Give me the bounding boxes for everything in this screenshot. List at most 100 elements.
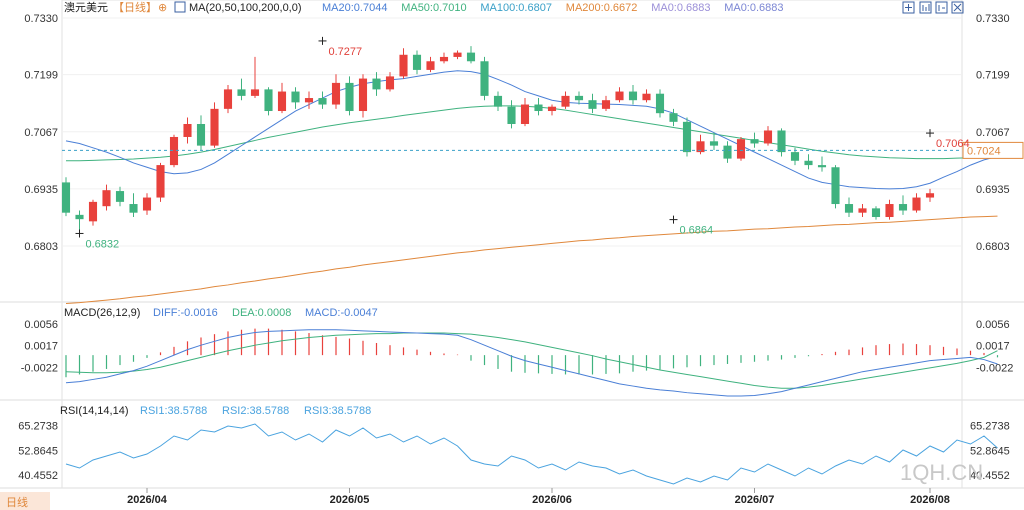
candle-body [250,89,260,96]
candle-body [237,89,246,96]
compare-icon[interactable] [935,1,948,14]
annotation-label-3: 0.7064 [936,138,970,150]
ma-label: MA(20,50,100,200,0,0) [189,2,302,14]
annotation-label-1: 0.6832 [86,238,120,250]
candle-body [345,82,354,112]
price-tick-right: 0.6935 [976,184,1010,196]
ma-value-2: MA100:0.6807 [480,2,552,14]
candle-body [831,167,840,205]
candle [831,165,840,209]
candle-body [61,182,71,213]
candle-body [817,165,827,168]
candle [277,82,287,114]
candle [439,52,449,64]
annotation-label-2: 0.6864 [680,225,714,237]
candle [304,91,314,109]
settings-icon[interactable]: ⊕ [158,2,167,14]
macd-dea-value: DEA:0.0008 [232,307,291,319]
candle [169,134,179,168]
current-price-value: 0.7024 [967,145,1001,157]
candle-body [898,204,908,211]
rsi-line [65,423,998,485]
ma20-line [65,70,998,190]
candles [61,46,935,234]
candle [385,72,395,92]
x-tick-label: 2026/07 [735,494,775,506]
ma-indicator-icon[interactable] [174,1,186,13]
macd-value: MACD:-0.0047 [305,307,378,319]
candle-body [426,61,435,70]
candle-body [588,100,597,109]
candle [750,132,759,148]
ma-value-1: MA50:0.7010 [401,2,466,14]
candle-body [628,91,638,101]
footer-tab-bg[interactable] [0,492,50,510]
macd-axis: 0.0056 0.0056 0.0017 0.0017 -0.0022 -0.0022 [21,319,1014,374]
candle [372,72,381,96]
expand-icon[interactable] [902,1,915,14]
candle-body [493,95,503,107]
candle-body [156,165,165,198]
rsi-axis: 65.2738 65.2738 52.8645 52.8645 40.4552 40.45… [18,420,1010,482]
candle-body [858,208,867,213]
candle [534,98,543,116]
candle [480,56,489,101]
macd-diff-value: DIFF:-0.0016 [153,307,218,319]
candle [628,85,638,105]
candle [358,74,368,118]
candle [88,199,98,226]
rsi2-value: RSI2:38.5788 [222,405,289,417]
candle [318,91,327,109]
candle-body [102,190,111,207]
candle-body [574,95,584,101]
candle-body [183,123,192,137]
candle-body [399,54,408,77]
candle [709,132,719,150]
price-panel-frame [61,0,963,303]
rsi-tick-right: 40.4552 [970,470,1010,482]
candle [331,74,341,109]
candle [588,93,597,114]
candle [547,104,557,116]
candle-body [642,93,651,101]
symbol-title: 澳元美元 [64,1,108,14]
macd-diff-line [65,329,998,397]
ma-value-4: MA0:0.6883 [651,2,710,14]
candle-body [480,61,489,96]
candle [925,188,935,202]
candle-body [439,56,449,62]
watermark: 1QH.CN [900,460,983,485]
price-tick-left: 0.6803 [24,241,58,253]
price-tick-right: 0.7330 [976,13,1010,25]
candle [601,95,611,112]
candle-body [358,78,368,112]
current-price-line: 0.7024 [62,141,1024,159]
current-price-tag [962,141,1024,159]
candle-body [696,141,705,153]
footer-period-tab[interactable]: 日线 [6,495,28,509]
candle-body [763,130,773,144]
candle [250,56,260,99]
rsi-tick-left: 52.8645 [18,445,58,457]
rsi-tick-right: 52.8645 [970,445,1010,457]
rsi-tick-right: 65.2738 [970,420,1010,432]
candle-body [196,123,206,146]
ma-value-5: MA0:0.6883 [724,2,783,14]
macd-tick-right: -0.0022 [976,362,1013,374]
candle-body [723,145,732,159]
ma-value-0: MA20:0.7044 [322,2,387,14]
x-tick-label: 2026/04 [127,494,168,506]
period-label[interactable]: 【日线】 [113,0,157,14]
close-icon[interactable] [951,1,964,14]
candle [574,91,584,105]
candle-body [885,204,894,218]
indicator-icon[interactable] [919,1,932,14]
candle-body [129,204,138,213]
candle [723,141,732,163]
macd-tick-left: -0.0022 [21,362,58,374]
price-axis: 0.7330 0.7330 0.7199 0.7199 0.7067 0.7067 0.69… [24,13,1009,253]
macd-panel [65,328,999,397]
ma-lines [65,70,998,305]
candle-body [291,91,300,103]
